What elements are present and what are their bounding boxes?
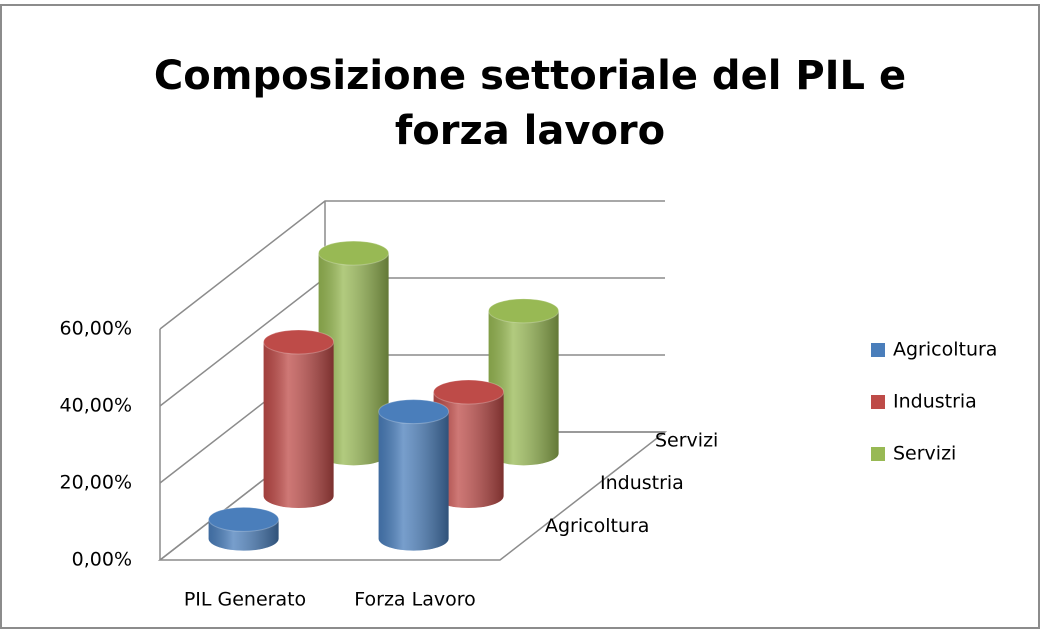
cylinder-shade	[318, 253, 389, 466]
cylinder-shade	[433, 392, 504, 509]
x-tick-label: PIL Generato	[184, 589, 306, 611]
cylinder-top	[208, 506, 280, 532]
y-tick-label: 40,00%	[60, 395, 132, 417]
cylinder-top	[263, 329, 335, 355]
cylinder-shade	[263, 342, 334, 508]
cylinder	[433, 379, 505, 509]
cylinder-shade	[488, 310, 559, 466]
cylinder-top	[488, 298, 560, 324]
cylinder	[318, 240, 390, 466]
legend-label: Industria	[893, 391, 977, 413]
cylinder-shade	[378, 411, 449, 551]
legend-label: Servizi	[893, 443, 956, 465]
cylinder	[263, 329, 335, 508]
legend-swatch	[871, 343, 885, 357]
cylinder-top	[433, 379, 505, 405]
x-tick-label: Forza Lavoro	[354, 589, 475, 611]
y-tick-label: 0,00%	[72, 549, 132, 571]
depth-tick-label: Servizi	[655, 430, 718, 452]
grid-line	[159, 200, 665, 330]
cylinder-top	[378, 399, 450, 425]
cylinder	[378, 399, 450, 551]
depth-tick-label: Agricoltura	[545, 515, 649, 537]
y-tick-label: 60,00%	[60, 318, 132, 340]
cylinder	[208, 506, 280, 551]
legend-swatch	[871, 447, 885, 461]
cylinder-top	[318, 240, 390, 266]
legend-swatch	[871, 395, 885, 409]
chart-title: forza lavoro	[395, 108, 665, 154]
cylinder	[488, 298, 560, 466]
y-tick-label: 20,00%	[60, 472, 132, 494]
legend-label: Agricoltura	[893, 339, 997, 361]
depth-tick-label: Industria	[600, 472, 684, 494]
chart-title: Composizione settoriale del PIL e	[154, 53, 906, 99]
